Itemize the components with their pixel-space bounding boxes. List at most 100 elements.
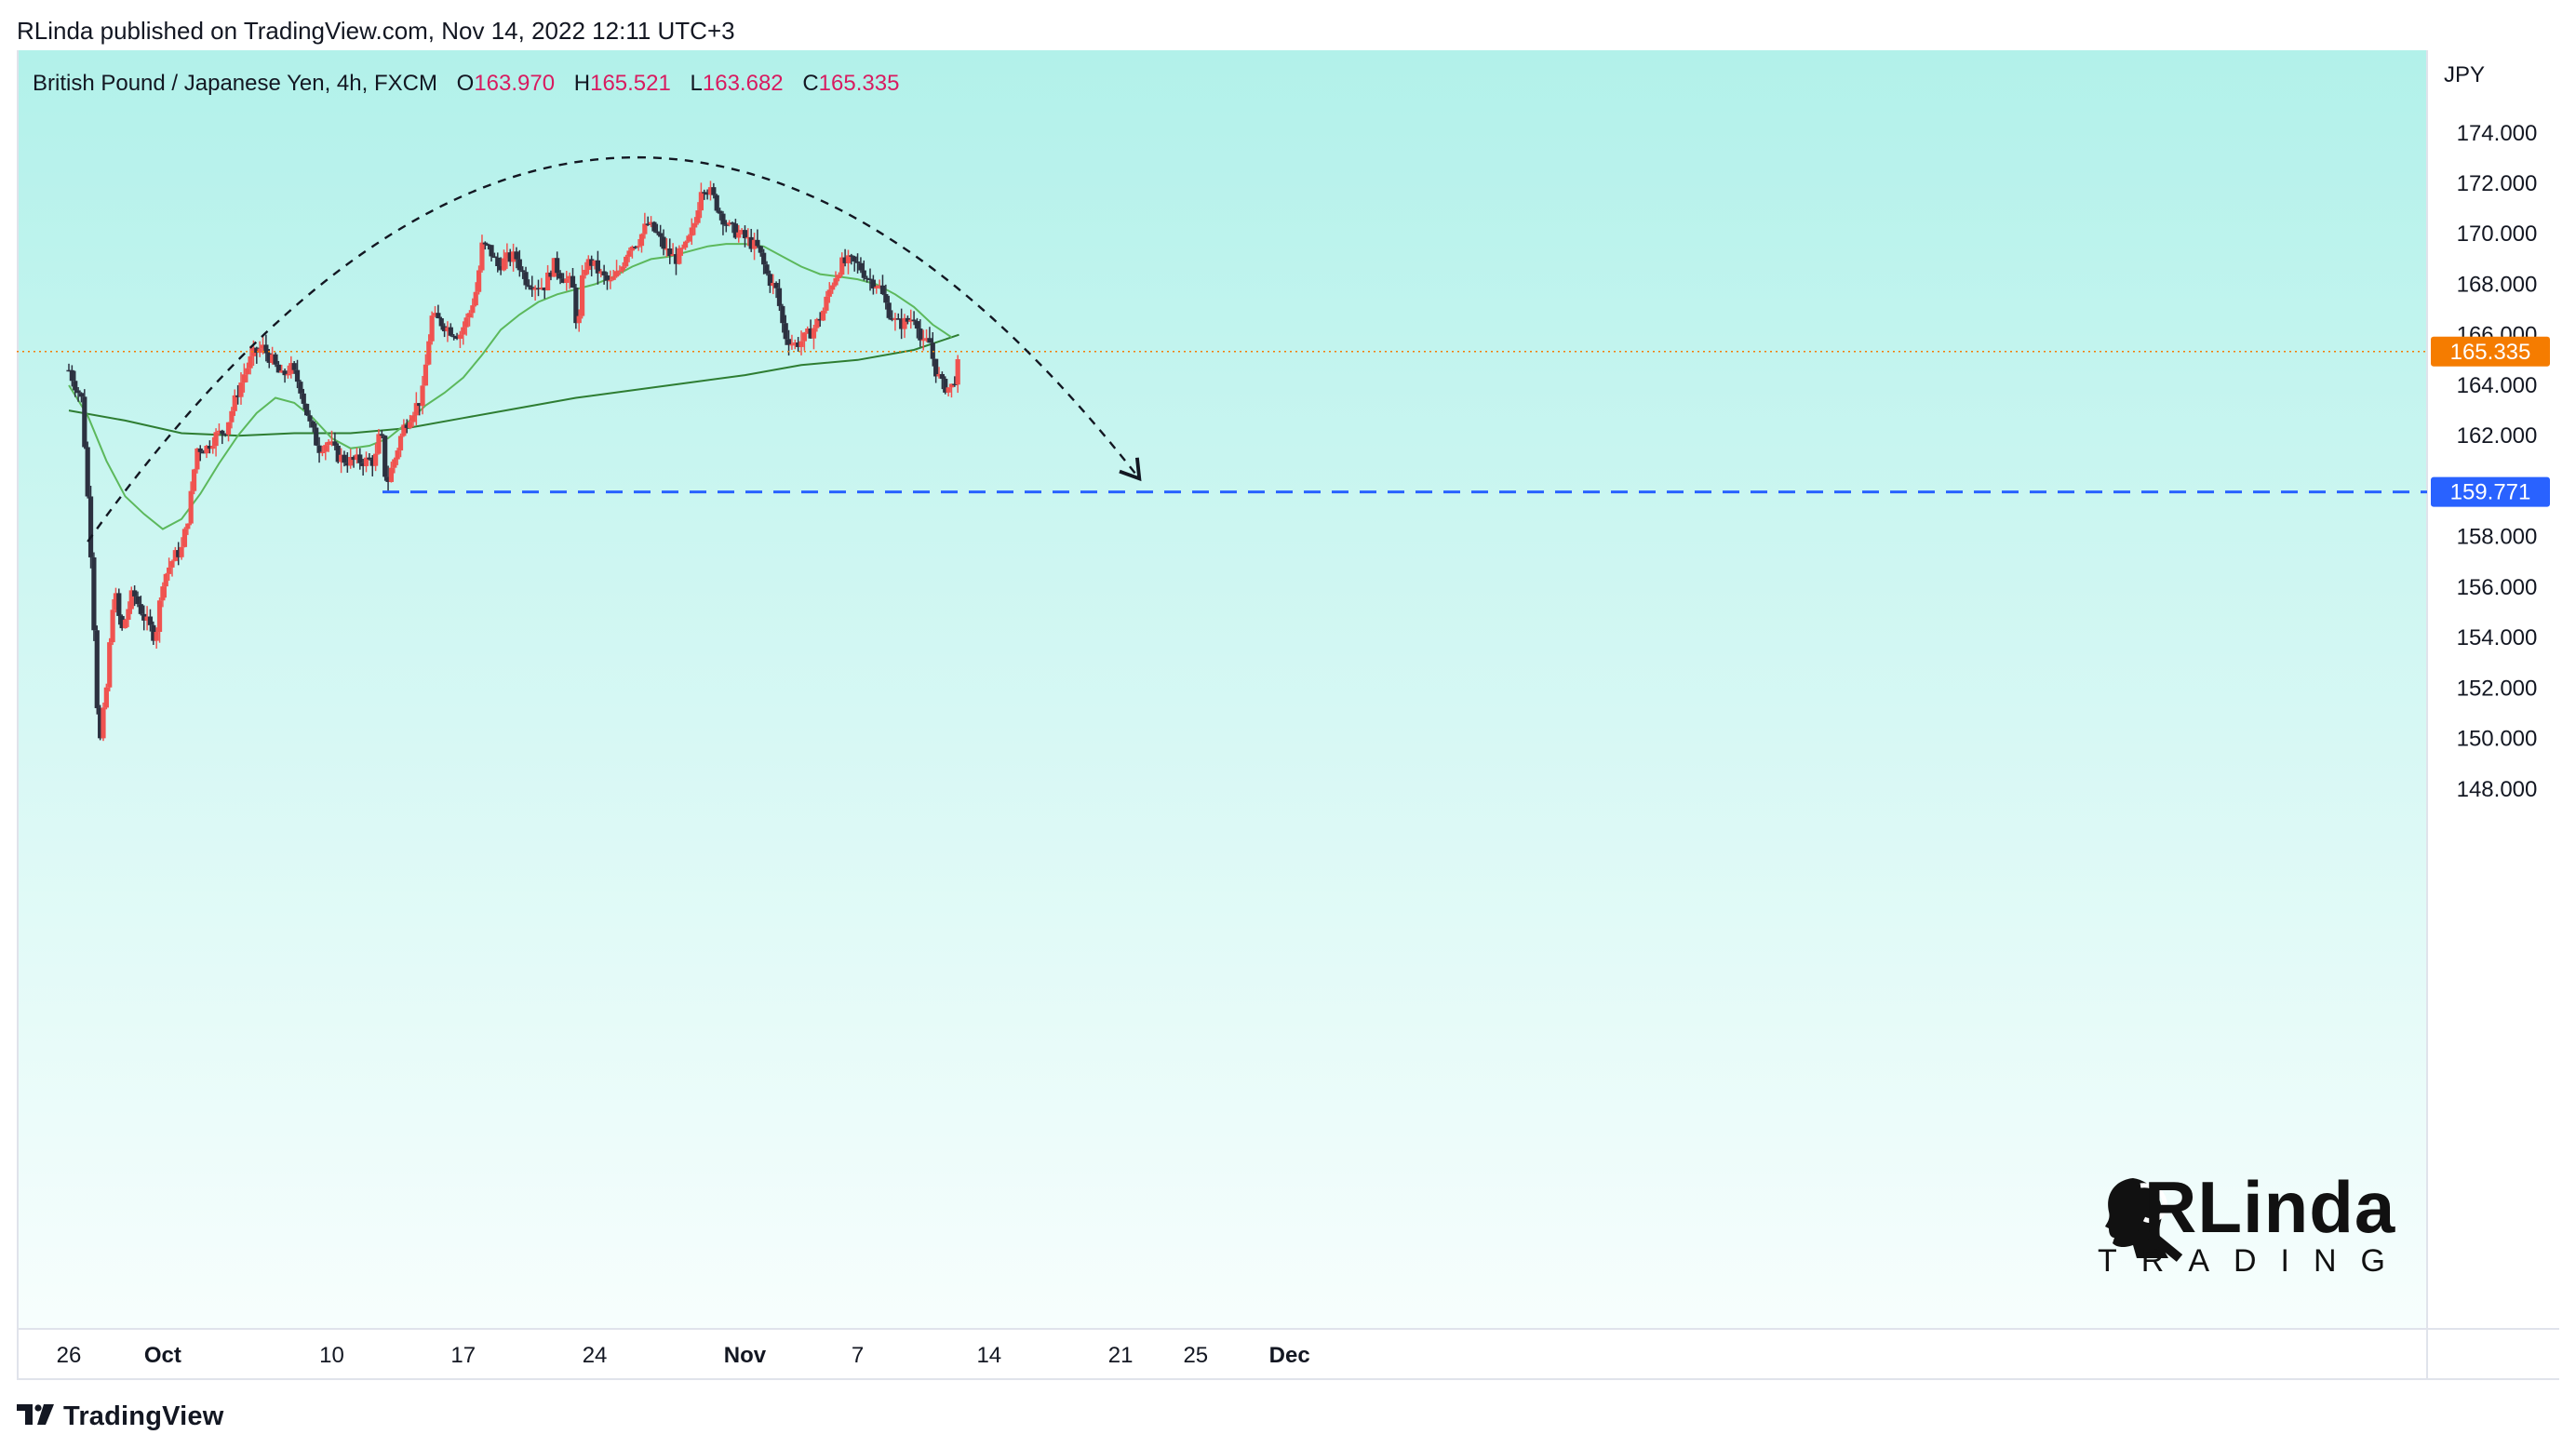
- candle-body: [179, 546, 184, 557]
- candle: [560, 273, 567, 284]
- candle-body: [82, 396, 87, 448]
- candle: [388, 462, 395, 483]
- candle: [736, 224, 742, 243]
- candle-body: [429, 315, 435, 342]
- candle-body: [122, 620, 128, 629]
- candle-body: [73, 381, 78, 391]
- candle-body: [805, 328, 811, 333]
- candle: [454, 332, 460, 341]
- price-chart[interactable]: British Pound / Japanese Yen, 4h, FXCM O…: [17, 50, 2559, 1383]
- candle-body: [707, 187, 714, 195]
- candle: [245, 362, 250, 382]
- rlinda-watermark: RLinda TRADING: [2098, 1166, 2395, 1279]
- candle: [270, 346, 275, 365]
- candle-body: [776, 288, 783, 306]
- candle: [188, 481, 194, 526]
- candle-body: [589, 259, 595, 266]
- candle: [354, 447, 360, 464]
- candle: [798, 330, 804, 355]
- candle-body: [576, 315, 582, 324]
- candle: [429, 311, 435, 345]
- candle: [397, 433, 404, 458]
- candle-body: [420, 385, 425, 407]
- candle-body: [397, 436, 404, 451]
- candle-body: [301, 393, 306, 404]
- candle-body: [314, 427, 319, 446]
- candle-body: [943, 379, 948, 393]
- candle: [673, 247, 679, 275]
- candle-body: [911, 319, 917, 322]
- candle-body: [905, 317, 910, 322]
- legend-symbol-name: British Pound / Japanese Yen: [33, 71, 325, 96]
- candle-body: [601, 271, 607, 275]
- candle: [348, 449, 354, 469]
- candle-body: [811, 328, 817, 339]
- candle-body: [704, 193, 710, 195]
- candle: [677, 245, 682, 265]
- current-price-badge: [2431, 336, 2550, 367]
- candle: [310, 420, 315, 433]
- candle: [138, 596, 143, 616]
- candle: [275, 360, 281, 373]
- candle: [385, 465, 391, 491]
- candle-body: [852, 256, 857, 262]
- candle-body: [423, 364, 429, 386]
- candle-body: [110, 610, 115, 643]
- candle-body: [560, 278, 567, 283]
- candle-body: [679, 248, 685, 249]
- candle-body: [698, 192, 704, 211]
- candle: [535, 279, 542, 297]
- candle-body: [432, 313, 438, 316]
- candle-body: [279, 370, 285, 373]
- candle: [523, 266, 529, 290]
- candle-body: [861, 270, 866, 278]
- chart-canvas[interactable]: British Pound / Japanese Yen, 4h, FXCM O…: [17, 50, 2559, 1383]
- candle-body: [360, 463, 366, 466]
- candle: [489, 245, 494, 261]
- candle-body: [883, 293, 889, 303]
- candle: [839, 252, 845, 277]
- candle-body: [373, 453, 379, 466]
- candle-body: [783, 323, 788, 340]
- candle-body: [879, 285, 886, 294]
- candle: [801, 331, 807, 351]
- target-price-badge: [2431, 476, 2550, 507]
- candle: [169, 559, 175, 577]
- candle: [304, 403, 310, 417]
- legend-open-value: 163.970: [474, 71, 555, 96]
- candle-body: [702, 192, 707, 194]
- candle: [238, 372, 244, 405]
- candle-body: [473, 291, 478, 306]
- candle: [417, 403, 423, 416]
- candle-body: [454, 336, 460, 340]
- candle: [889, 310, 895, 322]
- candle: [78, 392, 85, 403]
- candle: [351, 455, 356, 468]
- target-price-label: 159.771: [2450, 480, 2531, 505]
- candle: [395, 448, 400, 465]
- candle: [692, 217, 698, 235]
- legend-close-label: C: [802, 71, 818, 96]
- candle-body: [426, 341, 432, 365]
- candle: [583, 261, 588, 279]
- price-tick-label: 148.000: [2457, 777, 2538, 802]
- candle-body: [354, 454, 360, 461]
- candle: [532, 285, 538, 302]
- candle: [486, 243, 491, 250]
- tradingview-footer[interactable]: TradingView: [17, 1398, 224, 1435]
- candle: [172, 546, 178, 562]
- candle: [473, 282, 478, 307]
- candle: [461, 321, 466, 345]
- candle: [229, 407, 235, 429]
- candle-body: [119, 615, 125, 629]
- candle: [849, 253, 854, 265]
- candle-body: [438, 318, 444, 327]
- candle-body: [874, 287, 879, 288]
- annotations: 165.335 159.771: [17, 156, 2550, 543]
- candle-body: [677, 248, 682, 264]
- candle-body: [661, 236, 666, 249]
- candle-body: [595, 260, 601, 274]
- candle: [495, 252, 501, 273]
- candle: [463, 313, 469, 336]
- candle-body: [742, 230, 748, 238]
